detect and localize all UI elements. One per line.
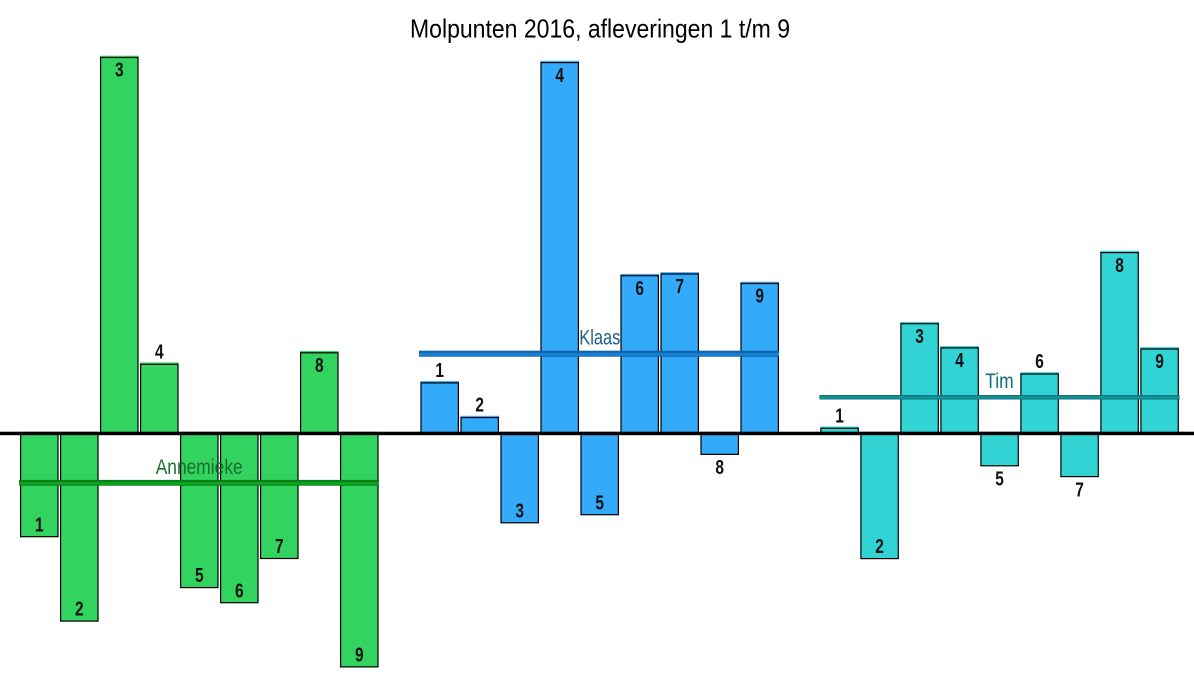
svg-text:Tim: Tim <box>985 370 1014 393</box>
svg-text:9: 9 <box>1155 351 1164 373</box>
svg-text:5: 5 <box>595 492 604 514</box>
svg-text:2: 2 <box>875 536 884 558</box>
svg-text:3: 3 <box>915 326 924 348</box>
svg-text:9: 9 <box>755 286 764 308</box>
svg-text:8: 8 <box>315 355 324 377</box>
svg-text:3: 3 <box>515 500 524 522</box>
svg-text:5: 5 <box>995 469 1004 491</box>
svg-text:1: 1 <box>35 514 44 536</box>
svg-text:9: 9 <box>355 645 364 667</box>
svg-text:4: 4 <box>955 350 964 372</box>
svg-text:2: 2 <box>75 599 84 621</box>
svg-text:7: 7 <box>675 276 684 298</box>
svg-text:1: 1 <box>835 405 844 427</box>
svg-text:8: 8 <box>715 457 724 479</box>
svg-text:6: 6 <box>1035 351 1044 373</box>
svg-text:1: 1 <box>435 360 444 382</box>
svg-text:7: 7 <box>275 536 284 558</box>
svg-text:Molpunten 2016, afleveringen 1: Molpunten 2016, afleveringen 1 t/m 9 <box>410 14 790 44</box>
svg-text:5: 5 <box>195 565 204 587</box>
svg-text:2: 2 <box>475 395 484 417</box>
svg-text:7: 7 <box>1075 479 1084 501</box>
svg-text:6: 6 <box>235 580 244 602</box>
svg-text:6: 6 <box>635 278 644 300</box>
svg-text:8: 8 <box>1115 255 1124 277</box>
svg-text:4: 4 <box>155 341 164 363</box>
svg-text:4: 4 <box>555 65 564 87</box>
svg-text:Klaas: Klaas <box>579 326 620 349</box>
svg-text:3: 3 <box>115 60 124 82</box>
svg-text:Annemieke: Annemieke <box>156 456 243 479</box>
